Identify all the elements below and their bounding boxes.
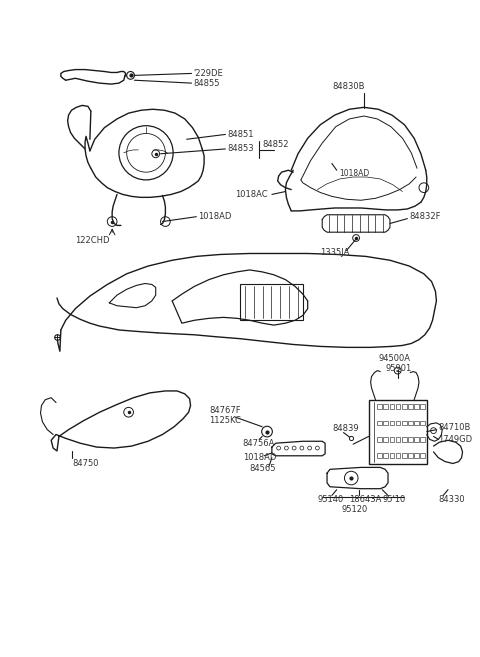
Bar bbox=[420, 453, 425, 458]
Bar bbox=[396, 420, 400, 426]
Bar bbox=[396, 437, 400, 442]
Bar bbox=[408, 420, 413, 426]
Text: 84855: 84855 bbox=[193, 79, 220, 87]
Bar bbox=[384, 420, 388, 426]
Bar bbox=[240, 284, 303, 320]
Text: 1018AD: 1018AD bbox=[340, 169, 370, 177]
Bar bbox=[414, 405, 419, 409]
Bar bbox=[408, 405, 413, 409]
Bar bbox=[402, 405, 407, 409]
Bar bbox=[390, 437, 395, 442]
Bar bbox=[384, 405, 388, 409]
Bar bbox=[414, 420, 419, 426]
Text: 84832F: 84832F bbox=[409, 212, 441, 221]
Bar bbox=[396, 405, 400, 409]
Text: 95'10: 95'10 bbox=[382, 495, 406, 504]
Text: 84853: 84853 bbox=[228, 145, 254, 154]
Text: 84767F: 84767F bbox=[209, 406, 240, 415]
Text: 1018AD: 1018AD bbox=[198, 212, 232, 221]
Text: 1125KC: 1125KC bbox=[209, 417, 241, 426]
Text: 95901: 95901 bbox=[385, 364, 411, 373]
Bar bbox=[377, 420, 382, 426]
Bar bbox=[402, 453, 407, 458]
Text: 84330: 84330 bbox=[438, 495, 465, 504]
Text: 18643A: 18643A bbox=[349, 495, 382, 504]
Bar bbox=[390, 420, 395, 426]
Bar bbox=[390, 405, 395, 409]
Bar bbox=[377, 437, 382, 442]
Bar bbox=[408, 453, 413, 458]
Bar bbox=[420, 420, 425, 426]
Text: 1749GD: 1749GD bbox=[438, 435, 472, 444]
Text: 84750: 84750 bbox=[72, 459, 99, 468]
Bar bbox=[402, 437, 407, 442]
Text: 94500A: 94500A bbox=[378, 355, 410, 363]
Bar bbox=[414, 437, 419, 442]
Text: 84839: 84839 bbox=[332, 424, 359, 433]
Bar bbox=[420, 405, 425, 409]
Text: 1018AD: 1018AD bbox=[243, 453, 276, 463]
Bar bbox=[384, 437, 388, 442]
Bar bbox=[402, 420, 407, 426]
Text: 84830B: 84830B bbox=[332, 81, 364, 91]
Text: 1018AC: 1018AC bbox=[235, 190, 268, 199]
Text: 84565: 84565 bbox=[250, 464, 276, 473]
Bar bbox=[369, 399, 427, 464]
Text: 95140: 95140 bbox=[317, 495, 344, 504]
Bar bbox=[420, 437, 425, 442]
Bar bbox=[414, 453, 419, 458]
Text: 84851: 84851 bbox=[228, 130, 254, 139]
Text: 122CHD: 122CHD bbox=[75, 237, 110, 246]
Bar bbox=[390, 453, 395, 458]
Text: 84852: 84852 bbox=[262, 139, 288, 148]
Text: 84710B: 84710B bbox=[438, 423, 471, 432]
Bar bbox=[384, 453, 388, 458]
Text: 84756A: 84756A bbox=[243, 439, 275, 447]
Bar bbox=[396, 453, 400, 458]
Text: 95120: 95120 bbox=[342, 505, 368, 514]
Bar bbox=[377, 453, 382, 458]
Text: 1335JA: 1335JA bbox=[320, 248, 349, 257]
Bar bbox=[408, 437, 413, 442]
Text: '229DE: '229DE bbox=[193, 69, 223, 78]
Bar bbox=[377, 405, 382, 409]
